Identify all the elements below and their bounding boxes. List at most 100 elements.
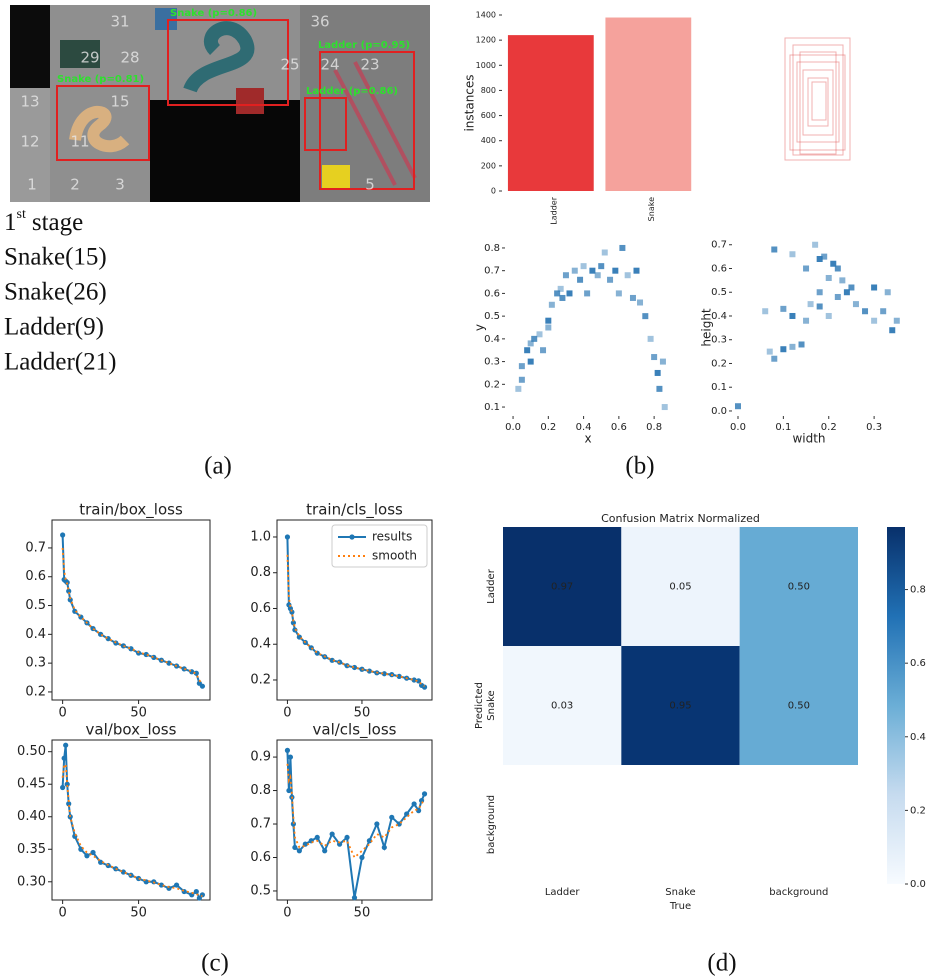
point: [816, 255, 823, 262]
y-tick-label: 0.3: [25, 656, 46, 671]
point: [889, 327, 896, 334]
y-tick-label: 0.3: [711, 335, 727, 346]
point: [411, 801, 417, 807]
stage-title: 1st stage: [4, 207, 83, 236]
x-tick-label: 0.8: [646, 422, 662, 433]
point: [647, 335, 654, 342]
point: [515, 385, 522, 392]
y-tick-label: 0.6: [711, 263, 727, 274]
point: [651, 354, 658, 361]
point: [766, 348, 773, 355]
point: [598, 263, 605, 270]
chart-title: Confusion Matrix Normalized: [601, 512, 760, 525]
heatmap-cell: [621, 527, 740, 646]
point: [601, 249, 608, 256]
y-tick-label: 600: [481, 111, 496, 120]
colorbar-tick-label: 0.0: [910, 879, 926, 890]
point: [834, 293, 841, 300]
point: [98, 859, 104, 865]
point: [381, 844, 387, 851]
point: [286, 787, 292, 794]
x-tick-label: 0.3: [866, 422, 882, 433]
point: [284, 534, 291, 540]
series-line: [286, 763, 426, 859]
y-tick-label: 200: [481, 161, 496, 170]
point: [615, 290, 622, 297]
x-tick-label: Ladder: [549, 196, 558, 224]
x-tick-label: Ladder: [545, 887, 581, 898]
cell-label: 0.50: [788, 701, 810, 712]
point: [642, 313, 649, 320]
point: [381, 671, 387, 677]
heatmap-cell: [503, 646, 622, 765]
cell-label: 0.03: [551, 701, 573, 712]
y-tick-label: 0.7: [484, 266, 500, 277]
x-tick-label: 50: [354, 706, 371, 721]
y-tick-label: 0.1: [484, 402, 500, 413]
point: [193, 670, 199, 676]
point: [60, 532, 66, 538]
point: [589, 267, 596, 274]
point: [396, 673, 402, 680]
point: [789, 343, 796, 350]
x-tick-label: 0.6: [611, 422, 627, 433]
detection-label: Ladder (p=0.86): [306, 86, 398, 97]
point: [789, 251, 796, 258]
point: [366, 838, 373, 844]
board-number: 24: [320, 56, 339, 74]
y-tick-label: 0.6: [250, 850, 271, 865]
y-tick-label: 1.0: [250, 529, 271, 544]
point: [290, 620, 296, 626]
board-number: 23: [360, 56, 379, 74]
colorbar-tick-label: 0.6: [910, 658, 926, 669]
point: [612, 267, 619, 274]
plot-frame: [276, 519, 433, 701]
x-axis-label: True: [669, 901, 691, 912]
stage-word: stage: [32, 209, 83, 236]
cell-label: 0.05: [669, 582, 691, 593]
heatmap-cell: [621, 646, 740, 765]
legend-label: smooth: [372, 549, 417, 563]
point: [825, 274, 832, 281]
point: [571, 267, 578, 274]
point: [789, 312, 796, 319]
point: [366, 668, 373, 674]
point: [421, 684, 428, 690]
board-number: 3: [115, 176, 125, 194]
photo: Snake (p=0.86) Ladder (p=0.95) Snake (p=…: [10, 5, 430, 202]
point: [624, 272, 631, 279]
y-tick-label: 0.2: [711, 358, 727, 369]
colorbar-tick-label: 0.8: [910, 585, 926, 596]
stage-item: Ladder(9): [4, 314, 104, 341]
point: [193, 888, 199, 895]
point: [762, 308, 769, 315]
x-tick-label: background: [769, 887, 828, 898]
point: [798, 341, 805, 348]
detection-label: Snake (p=0.81): [57, 74, 144, 85]
point: [158, 882, 164, 888]
y-tick-label: 0.5: [250, 883, 271, 898]
point: [548, 301, 555, 308]
point: [524, 347, 531, 354]
point: [871, 317, 878, 324]
board-number: 11: [70, 133, 89, 151]
point: [314, 834, 320, 841]
plot-frame: [276, 739, 433, 901]
point: [848, 284, 855, 291]
point: [540, 347, 547, 354]
point: [780, 346, 787, 353]
point: [351, 664, 358, 671]
board-number: 29: [80, 49, 99, 67]
point: [374, 821, 380, 827]
point: [654, 369, 661, 376]
x-tick-label: 50: [130, 906, 147, 921]
point: [607, 276, 614, 283]
point: [63, 742, 69, 748]
point: [90, 849, 96, 856]
heatmap-cell: [739, 646, 858, 765]
y-tick-label: 0.30: [17, 874, 46, 889]
y-tick-label: 0.6: [484, 288, 500, 299]
bar: [507, 35, 594, 191]
point: [60, 784, 66, 791]
